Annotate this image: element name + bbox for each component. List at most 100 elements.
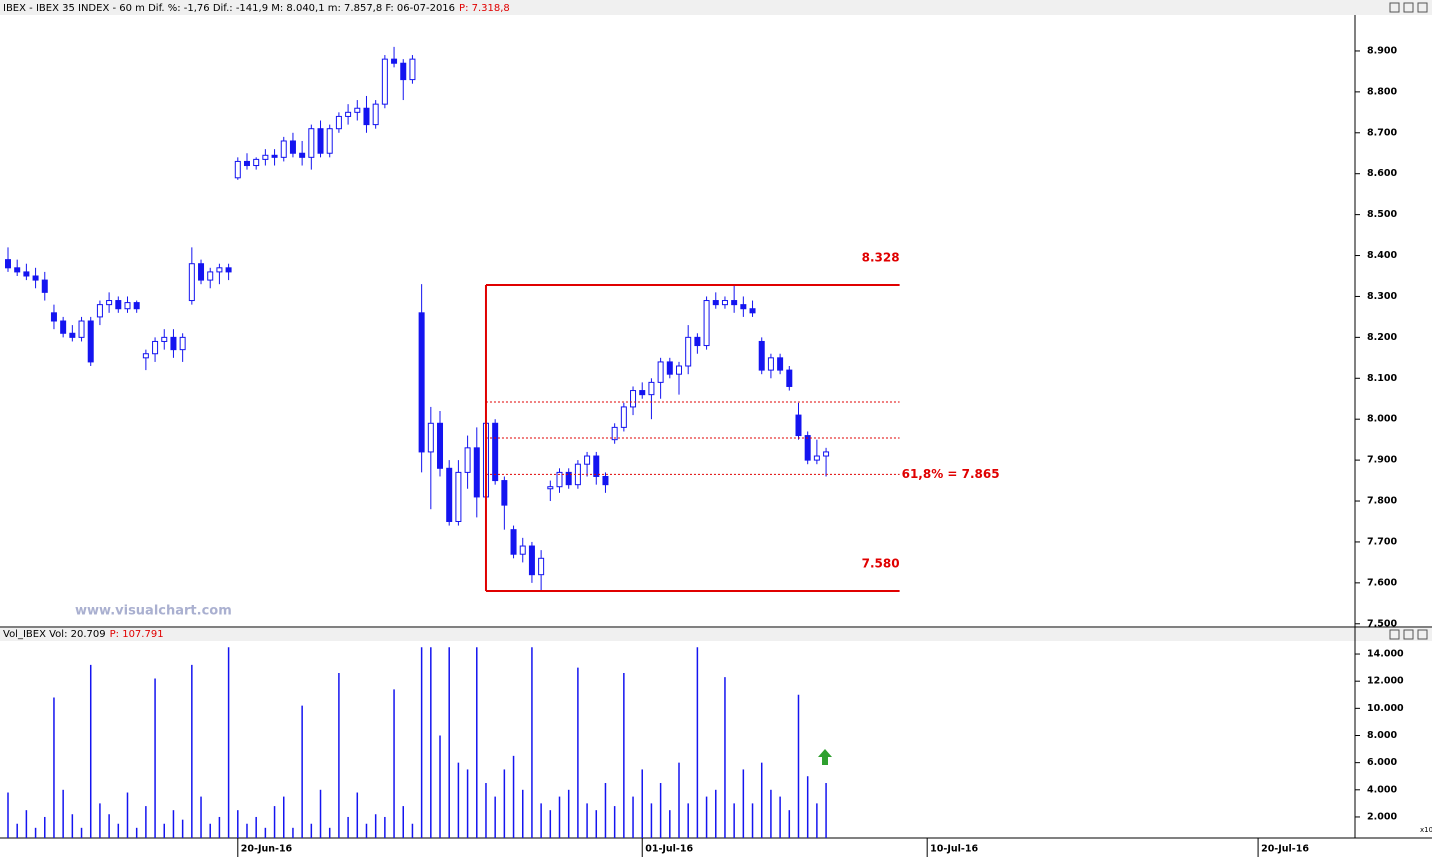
candle-body [170,336,177,351]
candle-body [584,455,591,465]
candle-body [326,128,333,154]
candle-body [767,357,774,371]
candle-body [602,475,609,486]
y-tick-label: 12.000 [1367,676,1404,687]
candle-body [593,455,600,477]
candle-body [161,336,168,342]
candle-body [501,480,508,506]
candle-body [547,486,554,490]
candle-body [207,271,214,281]
candle-body [32,275,39,281]
candle-body [124,302,131,310]
candle-body [372,103,379,126]
volume-title-bar [0,628,1432,641]
candle-body [446,467,453,522]
candle-body [60,320,67,334]
chart-title: IBEX - IBEX 35 INDEX - 60 m Dif. %: -1,7… [3,3,510,14]
candle-body [519,545,526,555]
candle-body [777,357,784,371]
y-tick-label: 7.700 [1367,536,1397,547]
candle-body [556,471,563,488]
candle-body [676,365,682,375]
fib-label: 61,8% = 7.865 [902,467,1000,481]
candle-body [335,115,342,130]
candle-body [179,336,186,351]
candle-body [685,336,692,367]
candle-body [455,471,462,522]
candle-body [5,259,11,269]
y-tick-label: 6.000 [1367,757,1397,768]
candle-body [253,158,260,167]
candle-body [289,140,296,154]
y-tick-label: 8.900 [1367,45,1397,56]
candle-body [528,545,535,576]
candle-body [630,390,637,408]
candle-body [804,435,811,461]
x-tick-label: 01-Jul-16 [645,844,693,855]
candle-body [198,263,205,281]
candle-body [611,426,618,441]
y-tick-label: 8.700 [1367,127,1397,138]
y-tick-label: 8.300 [1367,291,1397,302]
candle-body [813,455,820,461]
candle-body [721,300,728,306]
candle-body [639,390,646,396]
candle-body [657,361,664,383]
y-tick-label: 8.800 [1367,86,1397,97]
y-tick-label: 8.200 [1367,332,1397,343]
candle-body [464,447,471,473]
last-price: P: 7.318,8 [459,3,510,14]
candle-body [400,62,407,81]
y-tick-label: 4.000 [1367,784,1397,795]
candle-body [823,451,830,457]
x-tick-label: 20-Jul-16 [1261,844,1309,855]
candle-body [41,279,48,293]
candle-body [703,300,710,347]
candle-body [308,128,315,158]
candle-body [620,406,627,428]
window-buttons[interactable] [1389,2,1428,13]
volume-multiplier: x10 [1420,826,1432,834]
candle-body [345,111,352,117]
candle-body [354,107,361,113]
candle-body [363,107,370,126]
y-tick-label: 8.100 [1367,373,1397,384]
title-bar [0,0,1432,15]
candle-body [712,300,719,306]
candle-body [694,336,701,347]
y-tick-label: 7.800 [1367,496,1397,507]
x-tick-label: 20-Jun-16 [241,844,293,855]
y-tick-label: 7.500 [1367,618,1397,629]
candle-body [106,300,113,306]
candle-body [666,361,673,375]
volume-window-buttons[interactable] [1389,629,1428,640]
candle-body [188,263,195,302]
candle-body [262,154,269,160]
candle-body [78,320,85,338]
candle-body [437,422,444,469]
candle-body [409,58,416,81]
candle-body [23,271,30,277]
candle-body [115,300,122,310]
candle-body [271,154,278,158]
volume-title: Vol_IBEX Vol: 20.709 P: 107.791 [3,629,164,640]
candle-body [152,340,159,355]
candle-body [280,140,287,158]
candle-body [243,160,250,167]
candle-body [225,267,232,273]
candle-body [418,312,425,453]
signal-arrow [818,749,832,765]
candle-body [565,471,572,486]
candle-body [50,312,57,322]
candle-body [216,267,223,273]
y-tick-label: 14.000 [1367,649,1404,660]
y-tick-label: 8.400 [1367,250,1397,261]
candle-body [740,304,747,310]
candle-body [133,302,140,310]
y-tick-label: 8.000 [1367,730,1397,741]
candle-body [299,152,306,158]
candle-body [96,304,103,318]
candle-body [427,422,434,453]
candle-body [795,414,802,437]
